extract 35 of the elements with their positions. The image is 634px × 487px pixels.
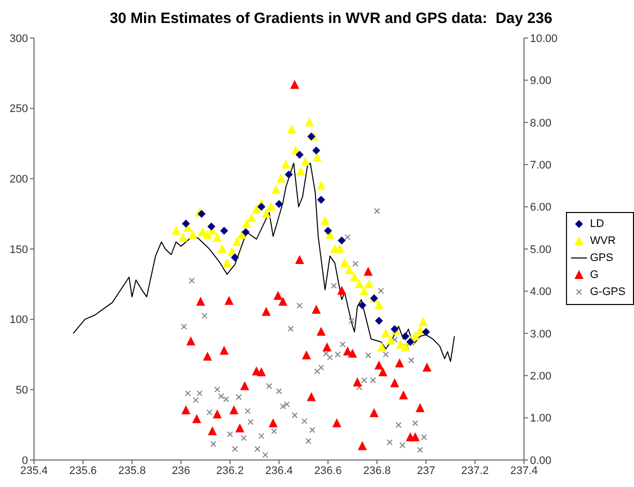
y2-tick-label: 10.00 — [530, 32, 558, 45]
y-tick-label: 0 — [22, 454, 28, 467]
y-tick-label: 250 — [10, 103, 28, 116]
y2-tick-label: 6.00 — [530, 202, 552, 214]
legend-label: WVR — [590, 235, 616, 247]
y2-tick-label: 1.00 — [530, 412, 552, 425]
legend-label: G-GPS — [590, 286, 626, 298]
y2-tick-label: 2.00 — [530, 370, 552, 383]
y-tick-label: 100 — [10, 314, 28, 326]
y-tick-label: 300 — [10, 32, 28, 45]
chart-title: 30 Min Estimates of Gradients in WVR and GPS data: Day 236 — [108, 9, 554, 29]
y2-tick-label: 8.00 — [530, 117, 552, 130]
x-tick-label: 236 — [172, 464, 190, 477]
x-tick-label: 236.8 — [363, 464, 391, 477]
y2-tick-label: 9.00 — [530, 75, 552, 88]
x-tick-label: 236.6 — [314, 464, 342, 477]
y2-tick-label: 0.00 — [530, 454, 552, 467]
y2-tick-label: 3.00 — [530, 328, 552, 340]
x-tick-label: 237 — [416, 464, 436, 477]
y2-tick-label: 5.00 — [530, 244, 552, 256]
x-tick-label: 236.2 — [216, 464, 244, 477]
x-tick-label: 237.4 — [510, 464, 538, 477]
y-tick-label: 50 — [16, 384, 28, 397]
x-tick-label: 235.8 — [118, 464, 146, 477]
legend-label: GPS — [590, 252, 614, 264]
x-tick-label: 236.4 — [265, 464, 293, 477]
x-tick-label: 235.6 — [69, 464, 97, 477]
legend-label: G — [590, 269, 599, 281]
y2-tick-label: 4.00 — [530, 286, 552, 298]
x-tick-label: 237.2 — [461, 464, 489, 477]
y-tick-label: 150 — [10, 244, 28, 256]
y2-tick-label: 7.00 — [530, 160, 552, 172]
y-tick-label: 200 — [10, 174, 28, 186]
legend-label: LD — [590, 218, 604, 230]
x-tick-label: 235.4 — [20, 464, 48, 477]
